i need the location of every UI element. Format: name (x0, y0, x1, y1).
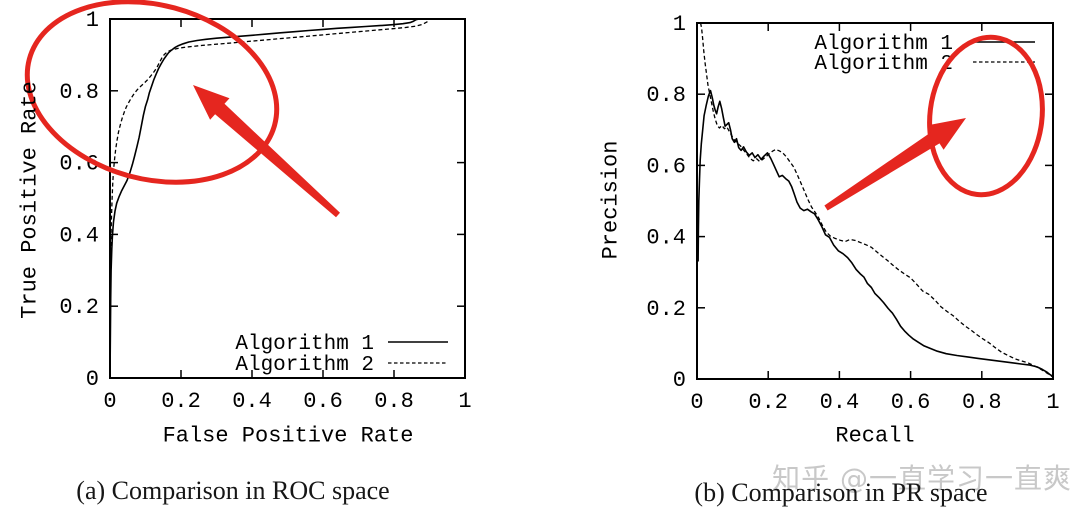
x-tick-label: 1 (458, 389, 471, 414)
pr-x-axis-title: Recall (835, 423, 915, 449)
x-tick-label: 0.4 (820, 390, 860, 415)
pr-caption: (b) Comparison in PR space (694, 478, 988, 507)
roc-highlight-arrow (193, 85, 340, 218)
roc-highlight-ellipse (24, 0, 280, 185)
watermark-text: 知乎 @一直学习一直爽 (772, 462, 1072, 495)
roc-plot-border (109, 18, 466, 379)
y-tick-label: 1 (673, 12, 686, 37)
roc-curve-solid (109, 18, 465, 379)
x-tick-label: 0.2 (748, 390, 788, 415)
y-tick-label: 0.4 (646, 226, 686, 251)
pr-y-axis-title: Precision (598, 140, 624, 260)
roc-y-axis-title: True Positive Rate (17, 81, 43, 319)
y-tick-label: 0 (86, 367, 99, 392)
x-tick-label: 0 (690, 390, 703, 415)
y-tick-label: 0 (673, 368, 686, 393)
y-tick-label: 0.2 (59, 295, 99, 320)
pr-plot: 0 0.2 0.4 0.6 0.8 1 0 0.2 0.4 0.6 0.8 1 Algorithm 1A… (646, 12, 1059, 415)
y-tick-label: 0.8 (59, 80, 99, 105)
x-tick-label: 0 (103, 389, 116, 414)
pr-curve-solid (697, 89, 1054, 378)
x-tick-label: 0.8 (962, 390, 1002, 415)
legend-label: Algorithm 2 (814, 53, 953, 76)
x-tick-label: 0.8 (374, 389, 414, 414)
pr-highlight-ellipse (927, 34, 1045, 198)
y-tick-label: 0.6 (646, 154, 686, 179)
roc-caption: (a) Comparison in ROC space (76, 476, 390, 505)
roc-curve-dashed (109, 18, 465, 379)
x-tick-label: 0.4 (232, 389, 272, 414)
pr-curve-dashed (699, 22, 1054, 378)
y-tick-label: 1 (86, 8, 99, 33)
x-tick-label: 1 (1046, 390, 1059, 415)
x-tick-label: 0.6 (891, 390, 931, 415)
legend-label: Algorithm 1 (814, 33, 953, 56)
roc-x-axis-title: False Positive Rate (162, 423, 414, 449)
x-tick-label: 0.6 (303, 389, 343, 414)
x-tick-label: 0.2 (161, 389, 201, 414)
pr-plot-border (696, 22, 1054, 380)
pr-highlight-arrow (824, 118, 966, 211)
y-tick-label: 0.8 (646, 83, 686, 108)
legend-label: Algorithm 2 (235, 354, 374, 377)
y-tick-label: 0.4 (59, 223, 99, 248)
legend-label: Algorithm 1 (235, 333, 374, 356)
y-tick-label: 0.2 (646, 297, 686, 322)
